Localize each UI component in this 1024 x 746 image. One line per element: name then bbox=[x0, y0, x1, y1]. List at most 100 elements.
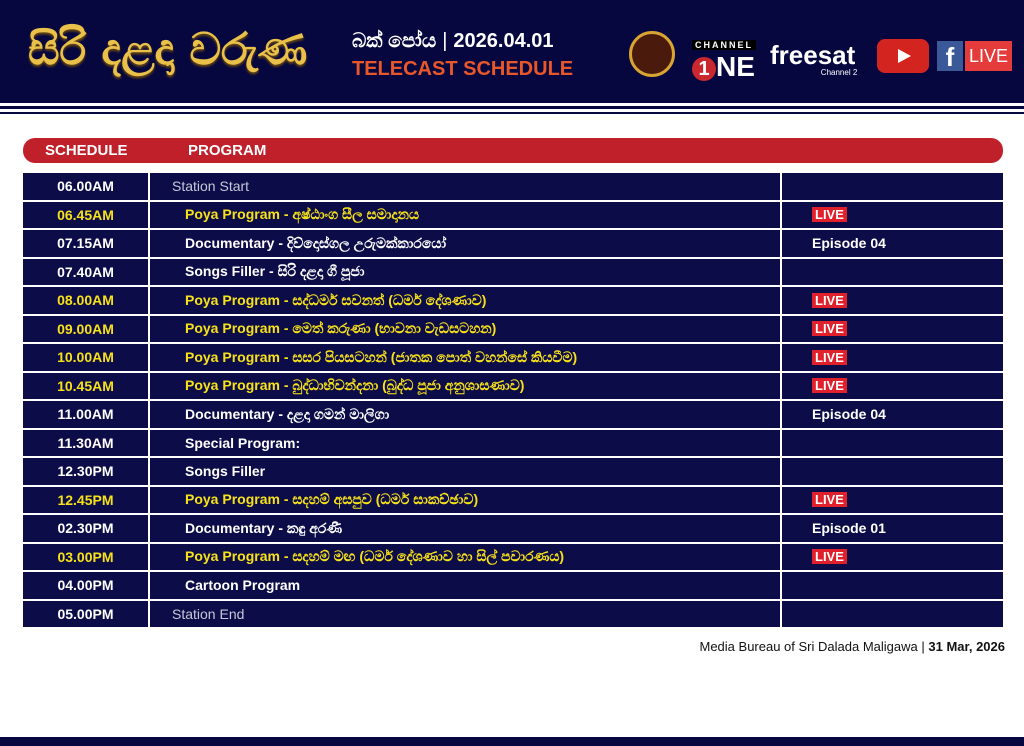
footer-org: Media Bureau of Sri Dalada Maligawa bbox=[699, 639, 918, 654]
logo-title: සිරි දළදා වරුණ bbox=[28, 24, 308, 75]
time-cell: 06.45AM bbox=[23, 201, 150, 228]
program-cell: Poya Program - සද්ධර්ම සවනත් (ධර්ම දේශණා… bbox=[150, 287, 782, 314]
table-row: 08.00AM Poya Program - සද්ධර්ම සවනත් (ධර්… bbox=[23, 287, 1003, 316]
program-cell: Poya Program - බුද්ධාභිවන්දනා (බුද්ධ පූජ… bbox=[150, 372, 782, 399]
program-cell: Poya Program - මෙත් කරුණා (භාවනා වැඩසටහන… bbox=[150, 315, 782, 342]
table-row: 03.00PM Poya Program - සදහම් මඟ (ධර්ම දේශ… bbox=[23, 543, 1003, 572]
freesat-logo: freesat Channel 2 bbox=[770, 40, 857, 77]
time-cell: 08.00AM bbox=[23, 287, 150, 314]
youtube-icon bbox=[877, 39, 929, 73]
live-badge: LIVE bbox=[812, 549, 847, 565]
note-cell bbox=[782, 430, 1003, 457]
program-cell: Cartoon Program bbox=[150, 572, 782, 599]
time-cell: 11.00AM bbox=[23, 401, 150, 428]
table-row: 05.00PM Station End bbox=[23, 600, 1003, 629]
schedule-header: SCHEDULE bbox=[45, 142, 128, 159]
divider bbox=[0, 106, 1024, 109]
time-cell: 10.00AM bbox=[23, 344, 150, 371]
live-badge: LIVE bbox=[812, 292, 847, 308]
live-badge: LIVE bbox=[812, 349, 847, 365]
table-row: 07.40AM Songs Filler - සිරි දළදා ගී පූජා bbox=[23, 258, 1003, 287]
note-cell: LIVE bbox=[782, 316, 1003, 343]
program-cell: Poya Program - සසර පියසටහන් (ජාතක පොත් ව… bbox=[150, 344, 782, 371]
time-cell: 12.30PM bbox=[23, 458, 150, 485]
note-cell bbox=[782, 572, 1003, 599]
time-cell: 11.30AM bbox=[23, 429, 150, 456]
time-cell: 03.00PM bbox=[23, 543, 150, 570]
column-header-bar: SCHEDULE PROGRAM bbox=[23, 138, 1003, 163]
episode-label: Episode 04 bbox=[812, 235, 886, 252]
date: 2026.04.01 bbox=[453, 30, 554, 52]
table-row: 09.00AM Poya Program - මෙත් කරුණා (භාවනා … bbox=[23, 315, 1003, 344]
table-row: 10.00AM Poya Program - සසර පියසටහන් (ජාතක… bbox=[23, 344, 1003, 373]
note-cell: LIVE bbox=[782, 202, 1003, 229]
table-row: 02.30PM Documentary - කඳු අරණී Episode 01 bbox=[23, 515, 1003, 544]
footer-date: 31 Mar, 2026 bbox=[928, 639, 1005, 654]
time-cell: 09.00AM bbox=[23, 315, 150, 342]
note-cell: LIVE bbox=[782, 487, 1003, 514]
program-cell: Documentary - දිව්දොස්ගල උරුමක්කාරයෝ bbox=[150, 230, 782, 257]
time-cell: 07.15AM bbox=[23, 230, 150, 257]
table-row: 10.45AM Poya Program - බුද්ධාභිවන්දනා (බු… bbox=[23, 372, 1003, 401]
note-cell bbox=[782, 259, 1003, 286]
live-badge: LIVE bbox=[812, 378, 847, 394]
program-header: PROGRAM bbox=[188, 142, 267, 159]
channel-name: NE bbox=[716, 51, 755, 82]
program-cell: Documentary - දළදා ගමන් මාලිගා bbox=[150, 401, 782, 428]
live-badge: LIVE bbox=[812, 207, 847, 223]
note-cell: LIVE bbox=[782, 287, 1003, 314]
divider bbox=[0, 112, 1024, 114]
program-cell: Poya Program - සදහම් මඟ (ධර්ම දේශණාව හා … bbox=[150, 543, 782, 570]
schedule-table: 06.00AM Station Start 06.45AM Poya Program … bbox=[23, 173, 1003, 629]
table-row: 07.15AM Documentary - දිව්දොස්ගල උරුමක්කා… bbox=[23, 230, 1003, 259]
table-row: 11.00AM Documentary - දළදා ගමන් මාලිගා Epi… bbox=[23, 401, 1003, 430]
program-cell: Poya Program - අෂ්ඨාංග සීල සමාදානය bbox=[150, 201, 782, 228]
channel-one-logo: CHANNEL 1 NE bbox=[692, 35, 756, 81]
time-cell: 10.45AM bbox=[23, 372, 150, 399]
poya-name: බක් පෝය bbox=[352, 30, 437, 52]
program-cell: Station End bbox=[150, 600, 782, 627]
note-cell bbox=[782, 173, 1003, 200]
footer-sep: | bbox=[921, 639, 925, 654]
time-cell: 05.00PM bbox=[23, 600, 150, 627]
freesat-name: freesat bbox=[770, 40, 856, 70]
time-cell: 04.00PM bbox=[23, 572, 150, 599]
note-cell bbox=[782, 601, 1003, 628]
subtitle: TELECAST SCHEDULE bbox=[352, 58, 574, 80]
table-row: 12.45PM Poya Program - සදහම් අසපුව (ධර්ම … bbox=[23, 486, 1003, 515]
note-cell: Episode 01 bbox=[782, 515, 1003, 542]
table-row: 06.00AM Station Start bbox=[23, 173, 1003, 202]
freesat-channel: Channel 2 bbox=[820, 68, 858, 77]
table-row: 12.30PM Songs Filler bbox=[23, 458, 1003, 487]
note-cell: LIVE bbox=[782, 344, 1003, 371]
time-cell: 02.30PM bbox=[23, 515, 150, 542]
program-cell: Songs Filler - සිරි දළදා ගී පූජා bbox=[150, 258, 782, 285]
live-badge: LIVE bbox=[812, 321, 847, 337]
facebook-live-badge: LIVE bbox=[965, 41, 1012, 71]
table-row: 11.30AM Special Program: bbox=[23, 429, 1003, 458]
footer: Media Bureau of Sri Dalada Maligawa | 31… bbox=[700, 639, 1006, 654]
program-cell: Documentary - කඳු අරණී bbox=[150, 515, 782, 542]
maligawa-seal-logo bbox=[629, 31, 675, 77]
note-cell: LIVE bbox=[782, 373, 1003, 400]
time-cell: 07.40AM bbox=[23, 258, 150, 285]
program-cell: Poya Program - සදහම් අසපුව (ධර්ම සාකච්ඡා… bbox=[150, 486, 782, 513]
note-cell: LIVE bbox=[782, 544, 1003, 571]
channel-label: CHANNEL bbox=[692, 40, 756, 50]
note-cell: Episode 04 bbox=[782, 401, 1003, 428]
live-badge: LIVE bbox=[812, 492, 847, 508]
facebook-icon: f bbox=[937, 41, 963, 72]
divider: | bbox=[442, 30, 448, 52]
program-cell: Special Program: bbox=[150, 429, 782, 456]
table-row: 04.00PM Cartoon Program bbox=[23, 572, 1003, 601]
episode-label: Episode 04 bbox=[812, 406, 886, 423]
table-row: 06.45AM Poya Program - අෂ්ඨාංග සීල සමාදාන… bbox=[23, 201, 1003, 230]
program-cell: Station Start bbox=[150, 173, 782, 200]
channel-digit: 1 bbox=[692, 56, 716, 81]
time-cell: 06.00AM bbox=[23, 173, 150, 200]
poya-date: බක් පෝය | 2026.04.01 bbox=[352, 30, 554, 53]
time-cell: 12.45PM bbox=[23, 486, 150, 513]
note-cell bbox=[782, 458, 1003, 485]
bottom-bar bbox=[0, 737, 1024, 746]
note-cell: Episode 04 bbox=[782, 230, 1003, 257]
